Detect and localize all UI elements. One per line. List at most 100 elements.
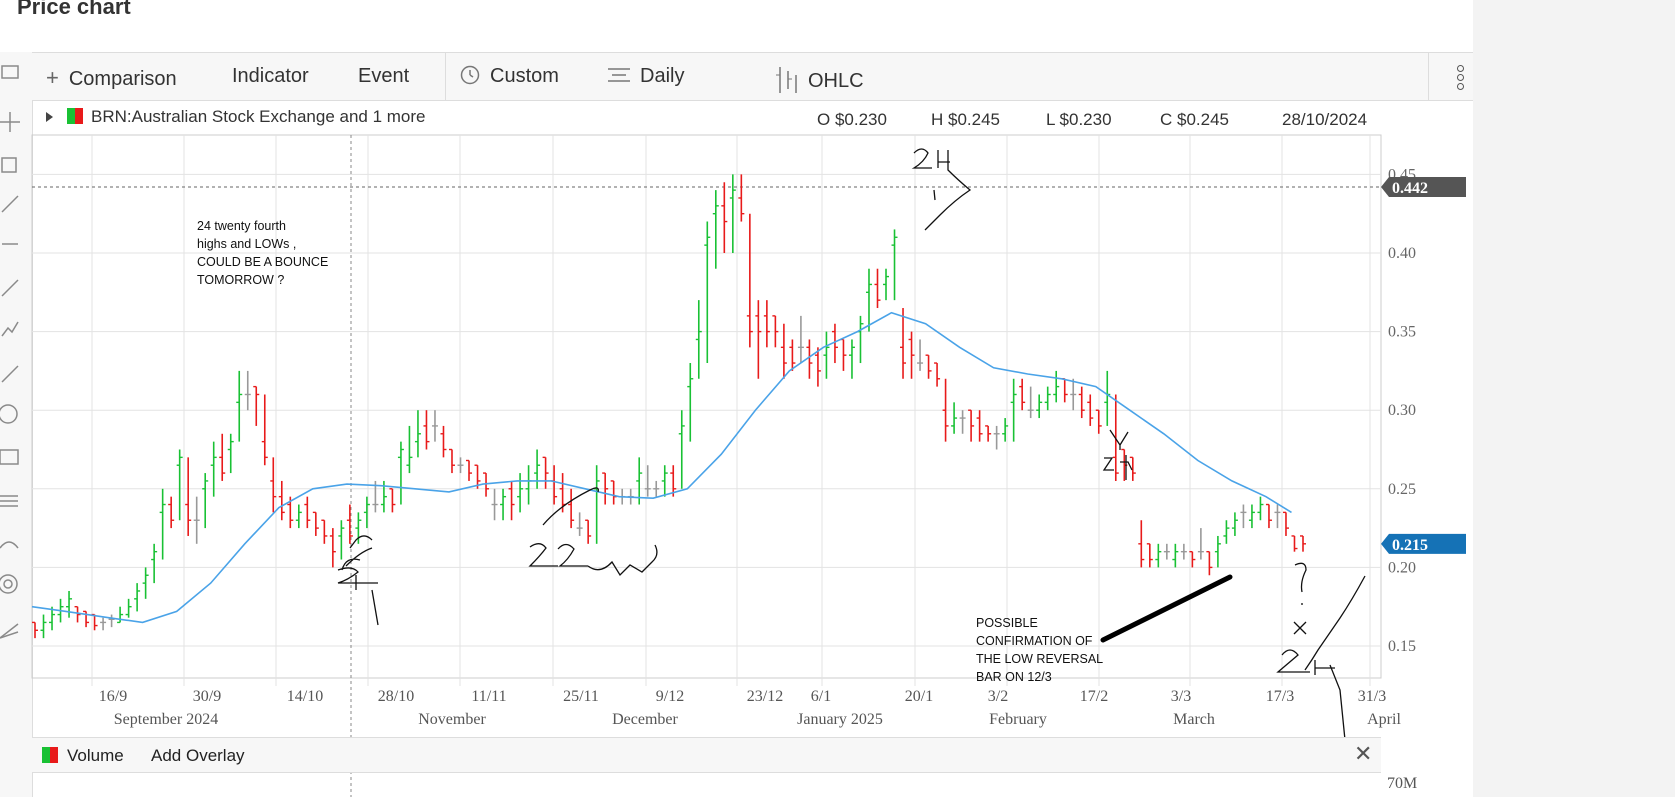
trend-line-icon [1,279,19,297]
ohlc-bar [1240,504,1247,529]
ohlc-bar [883,268,890,301]
moving-average-line [31,311,1292,624]
ohlc-bar [142,567,149,599]
ohlc-bar [568,488,575,529]
x-tick-label: 3/3 [1171,688,1191,705]
reversal-trend-line [1100,574,1233,643]
page-title: Price chart [17,0,131,19]
ohlc-bar [644,465,651,497]
ohlc-bar [976,410,983,442]
text-tool-icon [1,157,17,173]
right-gutter [1473,0,1675,797]
y-tick-label: 0.15 [1388,638,1416,655]
last-price-label: 0.215 [1381,533,1466,554]
series-color-swatch[interactable] [67,108,83,124]
legend-expand-icon[interactable] [46,112,53,122]
ohlc-bar [1138,520,1145,568]
chart-grid [31,134,1382,686]
chart-toolbar: + Comparison Indicator Event Custom Daily… [32,52,1473,101]
ohlc-bar [1163,543,1170,560]
x-tick-label: 11/11 [471,688,506,705]
ohlc-bar [636,457,643,505]
ohlc-bar [721,182,728,253]
x-month-label: January 2025 [797,711,883,728]
ohlc-bar [1300,535,1306,552]
volume-color-swatch[interactable] [42,747,58,763]
ohlc-bar [593,465,600,544]
y-tick-label: 0.35 [1388,324,1416,341]
daily-interval-button[interactable]: Daily [608,65,684,88]
custom-range-button[interactable]: Custom [460,65,559,88]
hand-drawn-24-left [337,567,379,626]
ohlc-bar [602,472,609,505]
ohlc-bar [772,315,779,348]
volume-axis-label: 70M [1387,775,1418,792]
ohlc-bar [134,583,141,612]
ohlc-bar [1053,370,1060,403]
x-tick-label: 28/10 [378,688,414,705]
ohlc-bar [1189,550,1196,568]
x-tick-label: 31/3 [1358,688,1386,705]
annotation-note-right: POSSIBLE CONFIRMATION OF THE LOW REVERSA… [976,616,1104,684]
ohlc-bar [244,370,251,411]
indicator-button[interactable]: Indicator [232,65,309,87]
ohlc-bar [168,496,175,529]
ohlc-bar [1087,394,1094,426]
ohlc-bar [968,409,975,442]
add-overlay-button[interactable]: Add Overlay [151,746,245,765]
close-readout: C $0.245 [1160,110,1229,129]
ohlc-bar [942,378,949,442]
ohlc-bar [780,323,787,379]
arc-tool-icon [0,541,19,549]
ohlc-bar [1078,386,1085,419]
x-month-label: September 2024 [114,711,218,728]
ohlc-bar [491,488,498,521]
hand-drawn-check [1304,575,1366,671]
line-tool-icon [1,195,19,213]
ohlc-bar [431,410,438,442]
annotation-note-left: 24 twenty fourth highs and LOWs , COULD … [197,219,329,287]
event-button[interactable]: Event [358,65,410,87]
crosshair-price-label-text: 0.442 [1392,180,1428,197]
ohlc-bar [687,363,694,442]
volume-panel-header: Volume Add Overlay ✕ [32,737,1381,773]
ohlc-bar [185,457,192,536]
ohlc-bar [917,339,924,371]
ohlc-bar [1146,543,1153,568]
comparison-button[interactable]: + Comparison [46,65,177,90]
clock-icon [460,65,480,85]
legend-series-title[interactable]: BRN:Australian Stock Exchange and 1 more [91,107,426,126]
drawing-tools-sidebar [0,52,33,797]
ohlc-bar [125,598,132,618]
ohlc-bar [610,480,617,505]
ohlc-type-button[interactable]: OHLC [776,65,864,95]
ohlc-bar [227,433,234,474]
ohlc-bar [848,339,855,379]
candlestick-icon [776,67,797,93]
volume-label[interactable]: Volume [67,746,124,765]
ohlc-bar [763,300,770,348]
ohlc-bar [1257,496,1264,521]
x-month-label: March [1173,711,1215,728]
close-icon[interactable]: ✕ [1354,741,1373,766]
price-labels: 0.442 0.215 [1381,176,1466,554]
ohlc-bar [397,441,404,505]
ohlc-bar [406,425,413,474]
ohlc-bar [108,614,115,628]
y-tick-label: 0.40 [1388,245,1416,262]
plus-icon: + [46,65,59,90]
ohlc-bar [1231,512,1238,536]
ohlc-bar [253,385,260,426]
kebab-menu-icon[interactable] [1449,63,1471,90]
rectangle-tool-icon [0,449,19,465]
x-month-label: December [612,711,678,728]
ohlc-bar [1282,511,1289,536]
ohlc-bar [1044,386,1051,411]
low-readout: L $0.230 [1046,110,1112,129]
ohlc-bar [1223,520,1230,544]
ohlc-bar [1155,543,1162,568]
ohlc-bar [576,512,583,536]
ohlc-bar [363,496,370,529]
ohlc-bar [448,448,455,474]
